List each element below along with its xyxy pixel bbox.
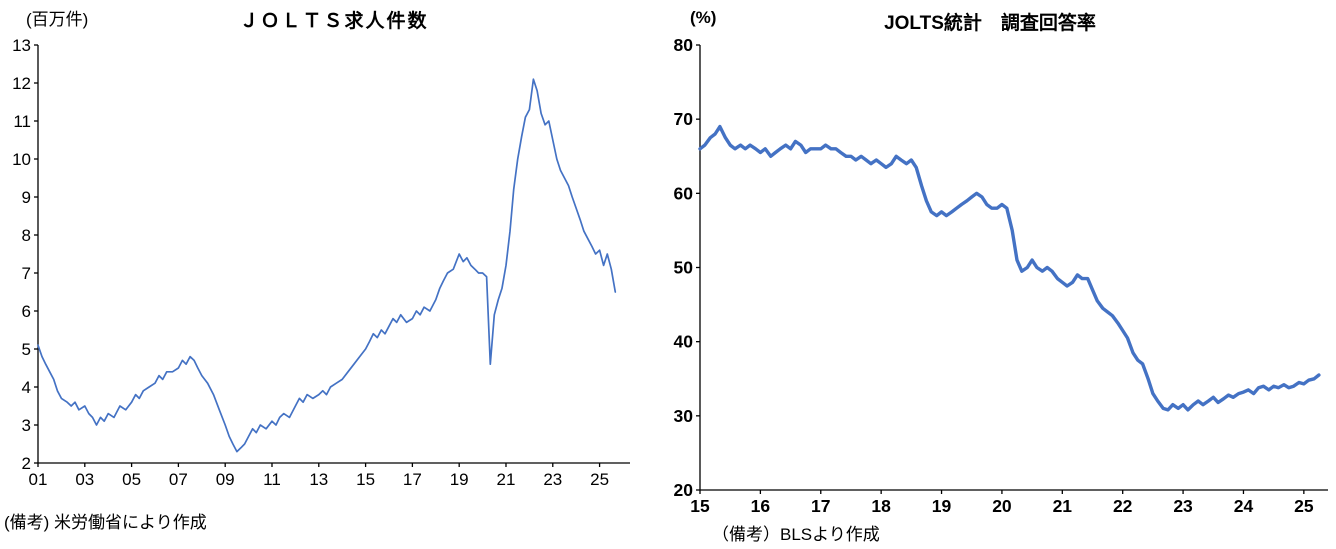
svg-text:80: 80 [674, 35, 694, 55]
svg-text:19: 19 [450, 470, 469, 489]
svg-text:13: 13 [309, 470, 328, 489]
svg-text:21: 21 [1053, 496, 1073, 516]
svg-text:4: 4 [22, 378, 31, 397]
svg-text:17: 17 [811, 496, 830, 516]
svg-text:16: 16 [751, 496, 771, 516]
svg-text:5: 5 [22, 340, 31, 359]
jolts-openings-title: ＪＯＬＴＳ求人件数 [239, 11, 429, 32]
svg-text:50: 50 [674, 258, 694, 278]
svg-text:25: 25 [1294, 496, 1314, 516]
svg-text:15: 15 [356, 470, 375, 489]
svg-text:09: 09 [216, 470, 235, 489]
svg-text:11: 11 [263, 470, 281, 489]
svg-text:10: 10 [12, 150, 31, 169]
response-rate-note: （備考）BLSより作成 [712, 525, 880, 544]
svg-text:23: 23 [1173, 496, 1193, 516]
svg-text:70: 70 [674, 109, 694, 129]
svg-text:60: 60 [674, 183, 694, 203]
jolts-openings-note: (備考) 米労働省により作成 [4, 513, 207, 532]
svg-text:2: 2 [22, 454, 31, 473]
svg-text:20: 20 [992, 496, 1012, 516]
svg-text:07: 07 [169, 470, 188, 489]
svg-text:17: 17 [403, 470, 422, 489]
svg-text:18: 18 [871, 496, 891, 516]
svg-text:19: 19 [932, 496, 952, 516]
svg-text:8: 8 [22, 226, 31, 245]
svg-text:6: 6 [22, 302, 31, 321]
response-rate-title: JOLTS統計 調査回答率 [884, 13, 1096, 34]
svg-text:05: 05 [122, 470, 141, 489]
svg-text:20: 20 [674, 480, 694, 500]
svg-text:01: 01 [29, 470, 48, 489]
svg-text:30: 30 [674, 406, 694, 426]
svg-text:9: 9 [22, 188, 31, 207]
svg-text:13: 13 [12, 36, 31, 55]
svg-text:40: 40 [674, 332, 694, 352]
svg-text:11: 11 [13, 112, 31, 131]
svg-text:22: 22 [1113, 496, 1133, 516]
response-rate-chart: 20 30 40 50 60 70 80 15 16 17 18 19 20 21 22 23 24 25 [674, 35, 1328, 516]
svg-text:25: 25 [590, 470, 609, 489]
right-axis-unit-label: (%) [690, 8, 717, 27]
svg-text:7: 7 [22, 264, 31, 283]
svg-text:24: 24 [1234, 496, 1254, 516]
svg-text:23: 23 [543, 470, 562, 489]
jolts-openings-panel: (百万件) ＪＯＬＴＳ求人件数 2 3 4 5 6 7 8 9 10 11 12 13 01 03 05 07… [0, 0, 648, 549]
svg-text:3: 3 [22, 416, 31, 435]
svg-text:12: 12 [12, 74, 31, 93]
svg-text:03: 03 [75, 470, 94, 489]
svg-text:21: 21 [497, 470, 516, 489]
response-rate-panel: (%) JOLTS統計 調査回答率 20 30 40 50 60 70 80 15 16 17 18… [660, 0, 1336, 549]
left-axis-unit-label: (百万件) [26, 10, 89, 29]
svg-text:15: 15 [690, 496, 710, 516]
